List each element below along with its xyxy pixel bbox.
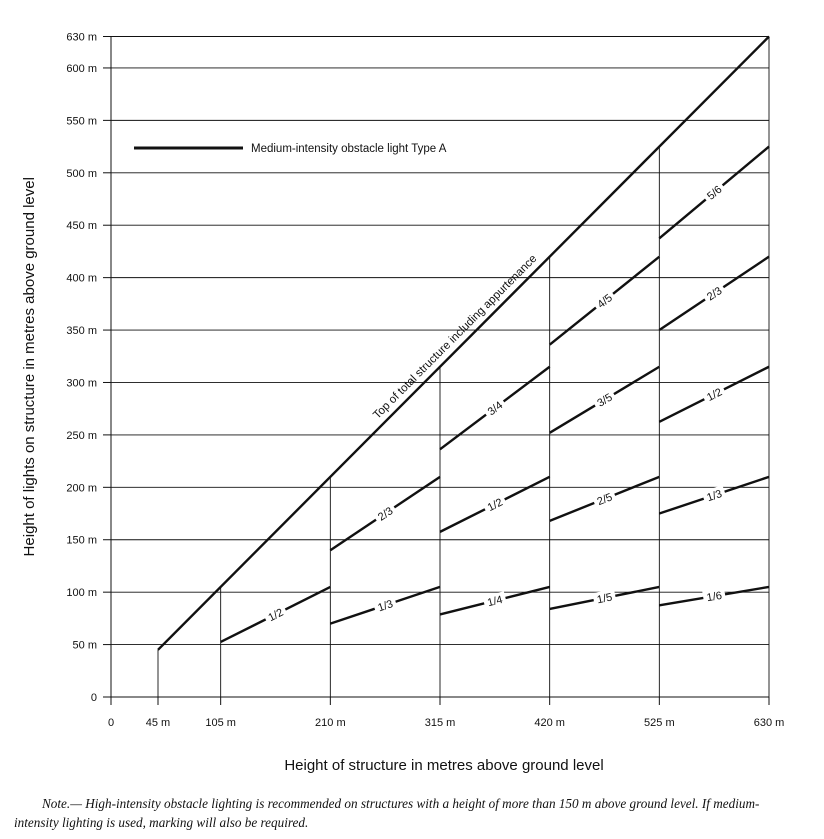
segment-label-group-4: 1/2 [481, 493, 508, 516]
segment-label-bg-9 [591, 288, 618, 314]
y-tick-label-9: 450 m [66, 220, 97, 232]
y-tick-label-7: 350 m [66, 325, 97, 337]
segment-label-7: 2/5 [596, 491, 615, 508]
y-tick-label-4: 200 m [66, 482, 97, 494]
segment-label-group-6: 1/5 [592, 588, 617, 607]
segment-label-bg-10 [702, 587, 727, 605]
light-segments: 1/2 1/3 2/3 1/4 1/2 3/4 1/5 2/5 3/5 4/5 1/6 1/3 1/2 2… [220, 145, 770, 644]
y-axis-title: Height of lights on structure in metres … [21, 177, 38, 556]
top-line-label-group: Top of total structure including appurte… [371, 253, 539, 422]
segment-12: 1/2 [658, 365, 770, 423]
legend: Medium-intensity obstacle light Type A [134, 143, 447, 155]
segment-label-10: 1/6 [706, 590, 723, 604]
segment-6: 1/5 [549, 585, 660, 611]
segment-4: 1/2 [439, 475, 551, 533]
segment-label-1: 1/3 [376, 598, 394, 614]
top-line-label: Top of total structure including appurte… [371, 253, 539, 422]
segment-10: 1/6 [659, 585, 770, 607]
x-tick-label-6: 525 m [644, 717, 675, 729]
x-tick-label-4: 315 m [425, 717, 456, 729]
segment-label-bg-14 [701, 180, 728, 205]
y-tick-label-8: 400 m [66, 273, 97, 285]
segment-13: 2/3 [658, 255, 770, 332]
x-axis-title: Height of structure in metres above grou… [284, 757, 603, 774]
segment-label-bg-0 [262, 603, 289, 626]
segment-label-bg-3 [482, 591, 508, 611]
segment-label-group-12: 1/2 [701, 383, 728, 406]
segment-0: 1/2 [220, 585, 331, 644]
segment-label-group-7: 2/5 [591, 488, 618, 510]
segment-label-group-11: 1/3 [701, 485, 727, 506]
top-line: Top of total structure including appurte… [157, 35, 770, 651]
y-tick-label-6: 300 m [66, 377, 97, 389]
top-line-path [157, 35, 770, 651]
segment-7: 2/5 [549, 475, 660, 522]
segment-label-bg-8 [591, 388, 618, 412]
axes [103, 36, 770, 705]
legend-label: Medium-intensity obstacle light Type A [251, 143, 447, 155]
y-tick-label-3: 150 m [66, 535, 97, 547]
segment-11: 1/3 [658, 475, 770, 515]
x-tick-label-0: 0 [108, 717, 114, 729]
segment-label-group-1: 1/3 [372, 595, 398, 616]
y-tick-labels: 0 50 m 100 m 150 m 200 m 250 m 300 m 350 m 400 m… [66, 32, 97, 705]
x-tick-label-3: 210 m [315, 717, 346, 729]
segment-label-bg-11 [701, 485, 727, 506]
segment-3: 1/4 [439, 585, 550, 616]
y-tick-label-13: 630 m [66, 32, 97, 44]
segment-label-11: 1/3 [705, 488, 723, 504]
segment-label-group-3: 1/4 [482, 591, 508, 611]
segment-label-bg-1 [372, 595, 398, 616]
note-prefix: Note.— [42, 796, 82, 811]
segment-label-bg-5 [481, 395, 508, 421]
note: Note.— High-intensity obstacle lighting … [14, 794, 804, 832]
y-tick-label-0: 0 [91, 692, 97, 704]
y-tick-label-11: 550 m [66, 115, 97, 127]
x-tick-label-2: 105 m [205, 717, 236, 729]
segment-1: 1/3 [329, 585, 441, 625]
segment-label-bg-13 [701, 281, 728, 306]
y-tick-label-1: 50 m [73, 640, 97, 652]
segment-label-group-8: 3/5 [591, 388, 618, 412]
segment-label-bg-4 [481, 493, 508, 516]
y-tick-label-10: 500 m [66, 168, 97, 180]
segment-label-group-13: 2/3 [701, 281, 728, 306]
y-tick-label-2: 100 m [66, 587, 97, 599]
segment-label-group-10: 1/6 [702, 587, 727, 605]
y-tick-label-12: 600 m [66, 63, 97, 75]
segment-label-bg-12 [701, 383, 728, 406]
y-tick-label-5: 250 m [66, 430, 97, 442]
segment-2: 2/3 [329, 475, 441, 552]
divider-lines [157, 36, 770, 697]
segment-14: 5/6 [658, 145, 770, 240]
segment-label-group-5: 3/4 [481, 395, 508, 421]
x-tick-label-1: 45 m [146, 717, 170, 729]
segment-label-bg-7 [591, 488, 618, 510]
note-text: High-intensity obstacle lighting is reco… [14, 796, 760, 830]
segment-label-group-0: 1/2 [262, 603, 289, 626]
segment-9: 4/5 [548, 255, 661, 346]
segment-label-group-2: 2/3 [372, 501, 399, 526]
segment-label-bg-2 [372, 501, 399, 526]
segment-8: 3/5 [549, 365, 660, 434]
segment-5: 3/4 [439, 365, 551, 451]
x-tick-labels: 0 45 m 105 m 210 m 315 m 420 m 525 m 630 m [108, 717, 784, 729]
segment-label-3: 1/4 [486, 594, 504, 609]
x-tick-label-5: 420 m [534, 717, 565, 729]
segment-label-bg-6 [592, 588, 617, 607]
segment-label-6: 1/5 [596, 592, 613, 607]
x-tick-label-7: 630 m [754, 717, 785, 729]
